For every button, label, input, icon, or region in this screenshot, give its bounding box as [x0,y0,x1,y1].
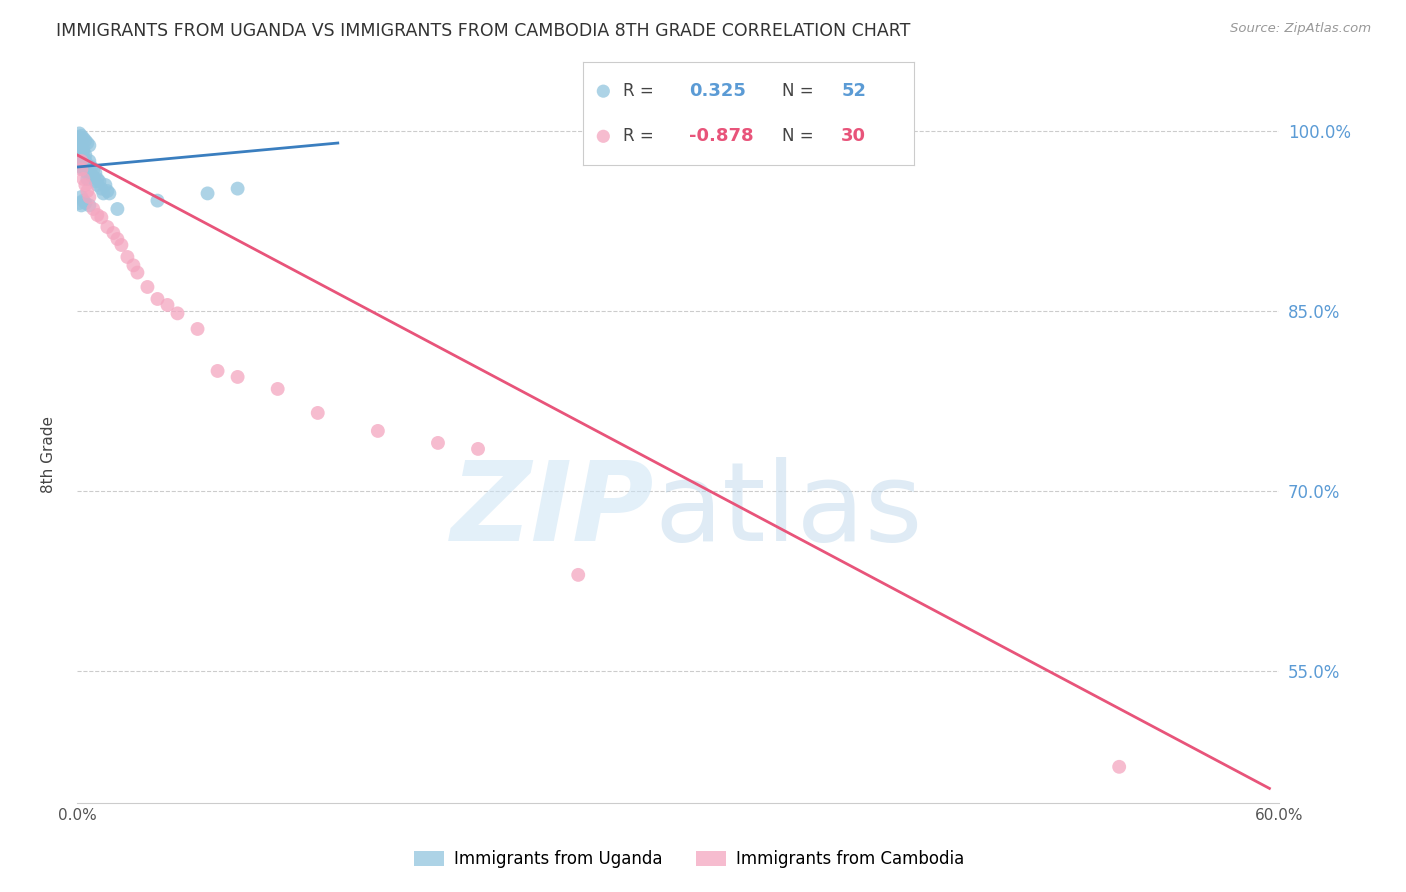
Point [86,208,108,222]
Point [207,364,229,378]
Point [166,306,188,320]
Point [94,178,117,192]
Point [107,202,129,216]
Legend: Immigrants from Uganda, Immigrants from Cambodia: Immigrants from Uganda, Immigrants from … [408,844,970,875]
Point [226,181,249,195]
Point [156,298,179,312]
Text: IMMIGRANTS FROM UGANDA VS IMMIGRANTS FROM CAMBODIA 8TH GRADE CORRELATION CHART: IMMIGRANTS FROM UGANDA VS IMMIGRANTS FRO… [56,22,911,40]
Point [197,186,219,201]
Point [127,266,149,280]
Point [72,142,94,156]
Point [70,134,93,148]
Point [72,160,94,174]
Point [367,424,389,438]
Text: Source: ZipAtlas.com: Source: ZipAtlas.com [1230,22,1371,36]
Point [79,190,101,204]
Point [70,128,93,143]
Point [70,154,93,169]
Point [72,150,94,164]
Point [82,202,104,216]
Point [146,292,169,306]
Point [307,406,329,420]
Text: -0.878: -0.878 [689,128,754,145]
Point [103,226,125,240]
Point [79,162,101,177]
Point [70,162,93,177]
Text: 0.325: 0.325 [689,82,747,100]
Point [86,178,108,192]
Point [84,174,107,188]
Point [76,158,98,172]
Point [75,148,97,162]
Point [75,154,97,169]
Text: R =: R = [623,82,654,100]
Point [67,127,90,141]
Point [427,436,450,450]
Point [72,162,94,177]
Point [80,160,103,174]
Point [467,442,489,456]
Point [79,138,101,153]
Point [70,198,93,212]
Point [79,198,101,212]
Point [93,186,115,201]
Point [117,250,139,264]
Point [79,154,101,169]
Point [70,138,93,153]
Point [80,169,103,183]
Point [592,84,614,98]
Point [76,184,98,198]
Point [67,196,90,211]
Point [122,259,145,273]
Point [110,238,132,252]
Point [76,172,98,186]
Point [72,172,94,186]
Point [72,131,94,145]
Point [592,129,614,144]
Point [67,142,90,156]
Point [70,160,93,174]
Point [84,166,107,180]
Point [226,370,249,384]
Text: N =: N = [782,128,813,145]
Point [146,194,169,208]
Point [70,148,93,162]
Point [75,196,97,211]
Point [90,211,112,225]
Point [90,181,112,195]
Text: ZIP: ZIP [451,457,654,564]
Point [72,145,94,160]
Point [67,136,90,150]
Point [107,232,129,246]
Point [136,280,159,294]
Point [98,186,121,201]
Point [67,158,90,172]
Point [567,567,589,582]
Point [72,194,94,208]
Text: R =: R = [623,128,654,145]
Point [96,184,118,198]
Text: N =: N = [782,82,813,100]
Point [76,166,98,180]
Point [96,219,118,234]
Y-axis label: 8th Grade: 8th Grade [42,417,56,493]
Point [82,169,104,184]
Point [82,162,104,177]
Point [67,130,90,145]
Point [89,174,111,188]
Point [267,382,290,396]
Text: 52: 52 [841,82,866,100]
Point [75,178,97,192]
Point [75,162,97,177]
Point [70,190,93,204]
Text: atlas: atlas [654,457,922,564]
Text: 30: 30 [841,128,866,145]
Point [76,136,98,150]
Point [1108,760,1130,774]
Point [75,134,97,148]
Point [187,322,209,336]
Point [86,172,108,186]
Point [70,154,93,169]
